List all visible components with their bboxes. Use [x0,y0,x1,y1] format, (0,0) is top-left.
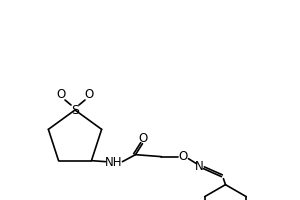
Text: NH: NH [105,156,122,169]
Text: O: O [84,88,94,102]
Text: O: O [139,132,148,145]
Text: O: O [179,150,188,163]
Text: N: N [195,160,204,173]
Text: O: O [56,88,66,102]
Text: S: S [71,104,79,116]
